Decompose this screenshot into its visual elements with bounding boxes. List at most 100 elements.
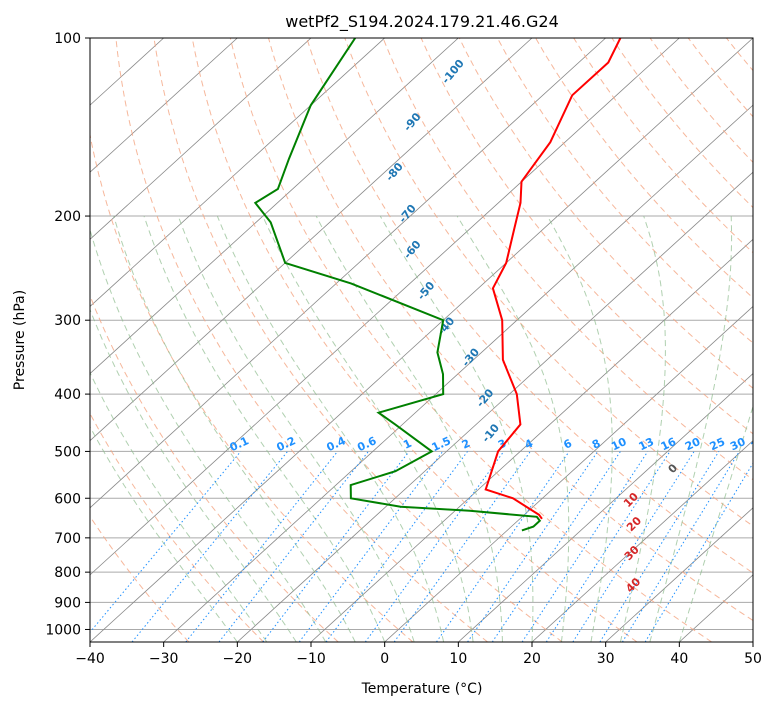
dry-adiabat-label: -30 <box>459 345 482 369</box>
mixing-ratio-line <box>644 462 753 642</box>
isotherm-line <box>384 305 753 642</box>
x-tick-label: 10 <box>449 651 467 667</box>
y-tick-label: 400 <box>54 387 81 403</box>
x-tick-label: −10 <box>296 651 326 667</box>
x-axis-label: Temperature (°C) <box>361 681 483 697</box>
isotherm-line <box>90 38 680 576</box>
isotherm-line <box>90 38 533 442</box>
moist-adiabat-line <box>90 425 238 642</box>
x-tick-label: 50 <box>744 651 762 667</box>
isotherm-line <box>752 641 753 642</box>
isotherm-line <box>90 38 312 240</box>
moist-adiabat-label: 10 <box>621 490 641 510</box>
dry-adiabat-line <box>765 38 775 642</box>
dry-adiabat-label: -50 <box>415 279 438 303</box>
dry-adiabat-line <box>726 38 753 72</box>
isotherm-line <box>90 38 753 642</box>
dry-adiabat-line <box>268 38 753 622</box>
dry-adiabat-line <box>115 38 488 642</box>
axes: −40 −30 −20 −10 0 10 20 30 40 5010020030040050060… <box>45 31 762 667</box>
x-tick-label: −40 <box>75 651 105 667</box>
isotherm-line <box>90 38 385 307</box>
dry-adiabat-line <box>535 38 753 299</box>
x-tick-label: 20 <box>523 651 541 667</box>
x-tick-label: 40 <box>670 651 688 667</box>
dry-adiabat-line <box>90 294 339 642</box>
dry-adiabat-line <box>649 38 753 164</box>
dry-adiabat-label: -70 <box>396 202 419 226</box>
y-tick-label: 300 <box>54 313 81 329</box>
y-tick-label: 900 <box>54 595 81 611</box>
mixing-ratio-line <box>436 451 570 642</box>
dry-adiabat-label: -100 <box>439 57 467 87</box>
dry-adiabat-label: -80 <box>383 160 406 184</box>
isotherm-line <box>90 38 238 173</box>
plot-frame <box>89 37 754 643</box>
mixing-ratio-label: 1 <box>401 437 413 452</box>
chart-title: wetPf2_S194.2024.179.21.46.G24 <box>285 12 559 32</box>
moist-adiabat-line <box>90 308 297 642</box>
dry-adiabat-line <box>229 38 712 642</box>
dry-adiabat-label: -90 <box>401 110 424 134</box>
moist-adiabat-line <box>90 371 268 642</box>
mixing-ratio-line <box>545 451 671 642</box>
mixing-ratio-label: 20 <box>683 435 703 453</box>
dry-adiabat-line <box>90 412 264 642</box>
isotherm-line <box>605 507 753 642</box>
dewpoint-profile-line <box>253 38 542 532</box>
isotherm-line <box>310 238 753 642</box>
isotherm-line <box>163 104 753 642</box>
x-tick-label: −30 <box>149 651 179 667</box>
y-tick-label: 800 <box>54 565 81 581</box>
mixing-ratio-line <box>491 451 621 642</box>
moist-adiabat-line <box>90 228 327 642</box>
y-tick-label: 700 <box>54 531 81 547</box>
dry-adiabat-line <box>496 38 753 344</box>
moist-adiabat-label: 40 <box>623 575 643 595</box>
mixing-ratio-line <box>467 451 599 642</box>
temperature-profile-line <box>484 38 622 520</box>
mixing-ratio-label: 8 <box>590 437 602 452</box>
isotherm-line <box>90 38 459 375</box>
dry-adiabat-line <box>90 132 414 642</box>
mixing-ratio-line <box>621 451 740 642</box>
isotherm-line <box>90 38 606 509</box>
y-tick-label: 1000 <box>45 622 81 638</box>
mixing-ratio-label: 3 <box>496 437 508 452</box>
mixing-ratio-label: 30 <box>728 435 748 453</box>
mixing-ratio-line <box>572 451 695 642</box>
moist-adiabat-line <box>456 215 570 642</box>
moist-adiabat-line <box>216 215 445 642</box>
x-tick-label: −20 <box>223 651 253 667</box>
y-tick-label: 100 <box>54 31 81 47</box>
x-tick-label: 30 <box>597 651 615 667</box>
y-axis-label: Pressure (hPa) <box>12 290 28 390</box>
dry-adiabat-line <box>191 38 638 642</box>
mixing-ratio-label: 16 <box>659 435 679 453</box>
mixing-ratio-line <box>364 451 505 642</box>
mixing-ratio-line <box>185 451 338 642</box>
moist-adiabat-line <box>143 215 386 642</box>
mixing-ratio-label: 25 <box>708 435 727 453</box>
moist-adiabat-line <box>678 404 753 642</box>
isotherm-line <box>237 171 753 642</box>
dry-adiabat-line <box>687 38 753 118</box>
mixing-ratio-label: 36 <box>749 435 769 453</box>
moist-adiabat-line <box>113 215 356 642</box>
dry-adiabat-line <box>344 38 753 527</box>
dry-adiabat-line <box>458 38 753 389</box>
x-tick-label: 0 <box>380 651 389 667</box>
mixing-ratio-line <box>90 451 242 633</box>
mixing-ratio-label: 13 <box>637 435 656 453</box>
moist-adiabat-line <box>546 215 613 642</box>
dry-adiabat-line <box>90 515 190 642</box>
dry-adiabat-line <box>420 38 753 435</box>
mixing-ratio-line <box>599 451 720 642</box>
dry-adiabat-label: -60 <box>401 238 424 262</box>
moist-adiabat-line <box>315 215 503 642</box>
moist-adiabat-label: 0 <box>666 461 681 476</box>
mixing-ratio-label: 10 <box>609 435 629 453</box>
mixing-ratio-line <box>262 451 410 642</box>
moist-adiabat-line <box>262 215 474 642</box>
mixing-ratio-line <box>393 451 531 642</box>
